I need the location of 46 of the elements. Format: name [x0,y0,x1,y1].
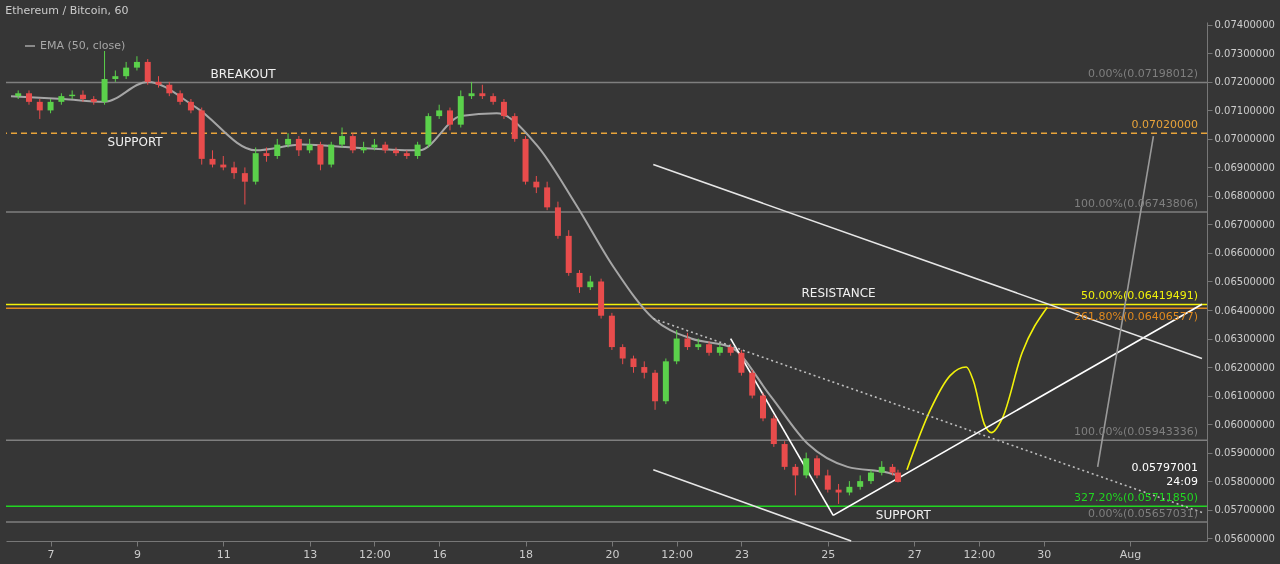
ref-line-label: 0.07020000 [1131,118,1198,132]
annotation: RESISTANCE [801,286,876,301]
y-tick-label: 0.06400000 [1214,304,1275,316]
x-tick-label: 30 [1037,547,1052,561]
annotation: 24:09 [1166,474,1198,488]
annotation: BREAKOUT [210,66,277,81]
x-tick-label: Aug [1119,547,1142,561]
y-tick-label: 0.07300000 [1214,47,1275,59]
x-tick-label: 7 [47,547,55,561]
y-tick-label: 0.06200000 [1214,361,1275,373]
x-tick-label: 12:00 [963,547,996,561]
ref-line-label: 0.00%(0.05657031) [1087,506,1198,520]
x-tick-label: 18 [519,547,534,561]
y-tick-label: 0.05800000 [1214,475,1275,487]
annotation: SUPPORT [107,135,164,150]
x-tick-label: 11 [216,547,231,561]
annotation: 0.05797001 [1131,460,1198,474]
legend-label: EMA (50, close) [40,39,126,52]
y-tick-label: 0.05900000 [1214,447,1275,459]
ref-line-label: 0.00%(0.07198012) [1087,67,1198,81]
y-tick-label: 0.06800000 [1214,190,1275,202]
y-tick-label: 0.06900000 [1214,161,1275,173]
chart-title: Ethereum / Bitcoin, 60 [5,3,129,17]
y-tick-label: 0.07100000 [1214,104,1275,116]
x-tick-label: 27 [907,547,922,561]
y-tick-label: 0.07200000 [1214,76,1275,88]
y-tick-label: 0.06700000 [1214,218,1275,230]
x-tick-label: 12:00 [359,547,391,561]
y-tick-label: 0.06600000 [1214,247,1275,259]
y-tick-label: 0.06500000 [1214,276,1275,287]
y-tick-label: 0.06100000 [1214,390,1275,402]
x-tick-label: 12:00 [661,547,694,561]
x-tick-label: 13 [303,547,318,561]
x-tick-label: 9 [133,547,141,561]
y-tick-label: 0.06300000 [1214,333,1275,345]
x-tick-label: 16 [432,547,447,561]
y-tick-label: 0.05700000 [1214,504,1275,516]
y-tick-label: 0.07000000 [1214,133,1275,145]
y-tick-label: 0.06000000 [1214,418,1275,430]
x-tick-label: 25 [821,547,836,561]
y-tick-label: 0.05600000 [1214,532,1275,544]
x-tick-label: 23 [734,547,749,561]
annotation: SUPPORT [875,508,932,523]
y-tick-label: 0.07400000 [1214,19,1275,31]
x-tick-label: 20 [605,547,620,561]
ref-line-label: 50.00%(0.06419491) [1080,289,1198,303]
